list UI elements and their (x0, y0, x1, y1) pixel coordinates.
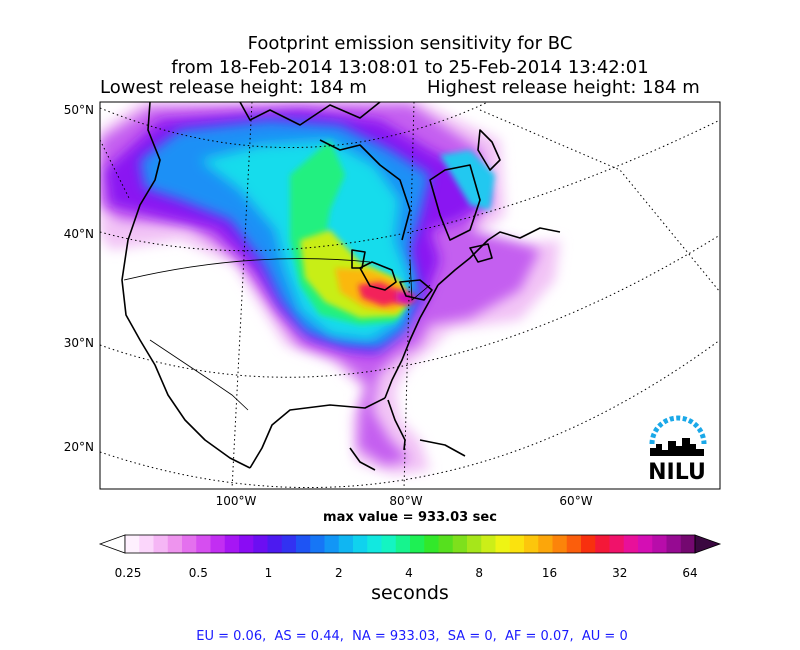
colorbar-tick-label: 1 (265, 566, 273, 580)
colorbar-min-extension (98, 534, 126, 554)
colorbar-frame (124, 534, 696, 554)
lon-tick-labels: 100°W 80°W 60°W (216, 494, 593, 508)
lowest-release-height: Lowest release height: 184 m (100, 77, 367, 98)
colorbar-tick-label: 16 (542, 566, 557, 580)
colorbar-unit-label: seconds (371, 582, 449, 604)
colorbar-max-extension (694, 534, 722, 554)
colorbar-swatch (224, 535, 240, 553)
lon-tick-label: 80°W (389, 494, 422, 508)
colorbar-swatch (524, 535, 539, 553)
colorbar-swatch (324, 535, 340, 553)
colorbar-swatch (296, 535, 311, 553)
lat-tick-labels: 50°N 40°N 30°N 20°N (64, 103, 94, 454)
lat-tick-label: 50°N (64, 103, 94, 117)
colorbar-swatch (566, 535, 582, 553)
colorbar-tick-label: 2 (335, 566, 343, 580)
colorbar-swatch (139, 535, 155, 553)
colorbar-swatch (481, 535, 497, 553)
colorbar-swatch (210, 535, 226, 553)
colorbar-swatch (153, 535, 169, 553)
colorbar-swatch (509, 535, 525, 553)
colorbar-swatch (666, 535, 682, 553)
colorbar-swatch (552, 535, 568, 553)
colorbar-swatch (609, 535, 625, 553)
colorbar-swatch (395, 535, 411, 553)
colorbar-tick-label: 64 (682, 566, 697, 580)
colorbar-swatch (623, 535, 639, 553)
nilu-logo-text: NILU (648, 460, 706, 485)
colorbar-swatch (467, 535, 482, 553)
lat-tick-label: 20°N (64, 440, 94, 454)
colorbar-swatch (381, 535, 397, 553)
lon-tick-label: 60°W (559, 494, 592, 508)
title-line-1: Footprint emission sensitivity for BC (247, 33, 573, 54)
colorbar-swatch (281, 535, 297, 553)
title-line-2: from 18-Feb-2014 13:08:01 to 25-Feb-2014… (171, 57, 649, 78)
chart-title: Footprint emission sensitivity for BC fr… (0, 32, 800, 80)
colorbar-swatch (424, 535, 440, 553)
colorbar-swatch (581, 535, 596, 553)
sensitivity-field (100, 102, 560, 475)
map-area: NILU (100, 102, 720, 489)
colorbar-tick-label: 0.25 (115, 566, 142, 580)
colorbar-tick-label: 32 (612, 566, 627, 580)
colorbar-tick-labels: 0.25 0.5 1 2 4 8 16 32 64 (115, 566, 698, 580)
colorbar-swatch (167, 535, 183, 553)
colorbar-swatch (267, 535, 283, 553)
colorbar-tick-label: 4 (405, 566, 413, 580)
colorbar-swatch (338, 535, 354, 553)
colorbar-swatch (310, 535, 326, 553)
colorbar-tick-label: 0.5 (189, 566, 208, 580)
colorbar-swatch (367, 535, 383, 553)
colorbar-tick-label: 8 (475, 566, 483, 580)
map-frame (99, 101, 721, 490)
nilu-logo: NILU (648, 415, 707, 485)
colorbar-swatch (495, 535, 511, 553)
colorbar-swatch (438, 535, 454, 553)
colorbar-swatch (680, 535, 696, 553)
colorbar-swatch (125, 535, 140, 553)
colorbar-swatch (196, 535, 212, 553)
lon-tick-label: 100°W (216, 494, 257, 508)
lat-tick-label: 30°N (64, 336, 94, 350)
colorbar (98, 534, 722, 554)
colorbar-swatch (253, 535, 269, 553)
colorbar-swatch (538, 535, 554, 553)
colorbar-swatch (182, 535, 197, 553)
borders (123, 258, 431, 411)
colorbar-swatch (638, 535, 653, 553)
colorbar-swatch (239, 535, 254, 553)
max-value-label: max value = 933.03 sec (323, 510, 497, 525)
region-summary: EU = 0.06, AS = 0.44, NA = 933.03, SA = … (196, 629, 628, 644)
colorbar-swatch (353, 535, 368, 553)
highest-release-height: Highest release height: 184 m (427, 77, 700, 98)
coastlines (121, 102, 561, 471)
colorbar-swatch (452, 535, 468, 553)
graticule (100, 102, 720, 489)
colorbar-swatch (595, 535, 611, 553)
colorbar-swatch (652, 535, 668, 553)
lat-tick-label: 40°N (64, 227, 94, 241)
colorbar-swatch (410, 535, 425, 553)
